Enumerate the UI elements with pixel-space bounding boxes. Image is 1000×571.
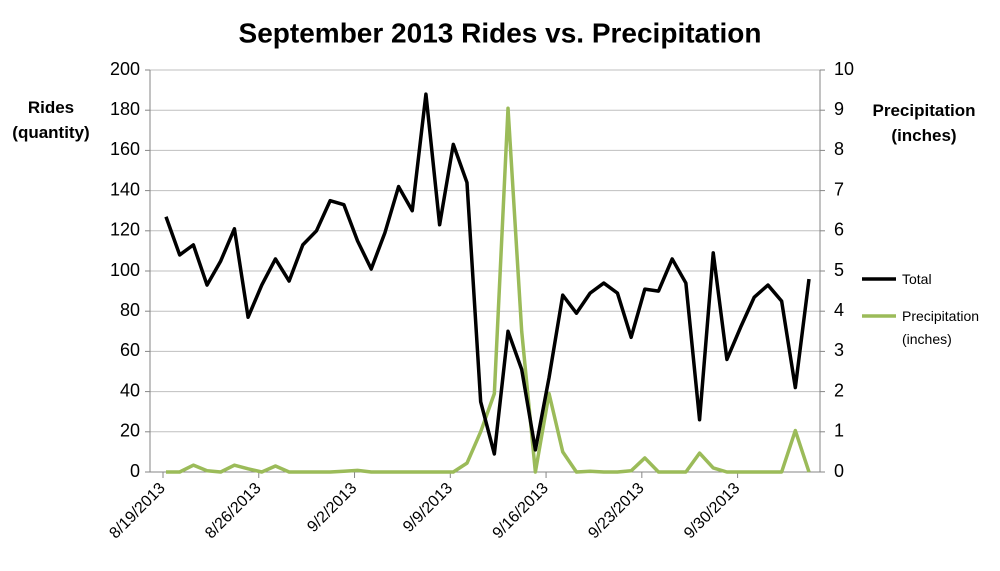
chart-title: September 2013 Rides vs. Precipitation: [239, 17, 762, 48]
y-tick-label: 40: [120, 380, 140, 400]
series-line: [166, 106, 811, 474]
x-tick-label: 9/16/2013: [490, 480, 552, 542]
y-tick-label: 180: [110, 99, 140, 119]
x-tick-label: 9/2/2013: [304, 480, 360, 536]
x-tick-label: 8/19/2013: [106, 480, 168, 542]
y-tick-label: 80: [120, 300, 140, 320]
y-tick-label: 160: [110, 139, 140, 159]
y2-tick-label: 8: [834, 139, 844, 159]
y2-tick-label: 7: [834, 179, 844, 199]
y2-tick-label: 3: [834, 340, 844, 360]
y2-tick-label: 6: [834, 220, 844, 240]
y2-tick-label: 1: [834, 421, 844, 441]
y2-tick-label: 4: [834, 300, 844, 320]
y2-tick-label: 2: [834, 380, 844, 400]
series-line: [164, 92, 811, 456]
legend-label: Total: [902, 271, 932, 287]
y-tick-label: 200: [110, 59, 140, 79]
y2-axis-title: Precipitation (inches): [872, 101, 976, 145]
y-tick-label: 20: [120, 421, 140, 441]
y-tick-label: 100: [110, 260, 140, 280]
x-tick-label: 8/26/2013: [202, 480, 264, 542]
y-tick-label: 0: [130, 461, 140, 481]
x-tick-label: 9/30/2013: [681, 480, 743, 542]
y-tick-label: 140: [110, 179, 140, 199]
y2-tick-label: 9: [834, 99, 844, 119]
legend-label: Precipitation (inches): [902, 308, 980, 347]
x-tick-label: 9/9/2013: [400, 480, 456, 536]
y2-tick-label: 10: [834, 59, 854, 79]
x-tick-label: 9/23/2013: [585, 480, 647, 542]
y-tick-label: 120: [110, 220, 140, 240]
y-tick-label: 60: [120, 340, 140, 360]
y-axis-title: Rides (quantity): [12, 98, 90, 142]
y2-tick-label: 0: [834, 461, 844, 481]
y2-tick-label: 5: [834, 260, 844, 280]
